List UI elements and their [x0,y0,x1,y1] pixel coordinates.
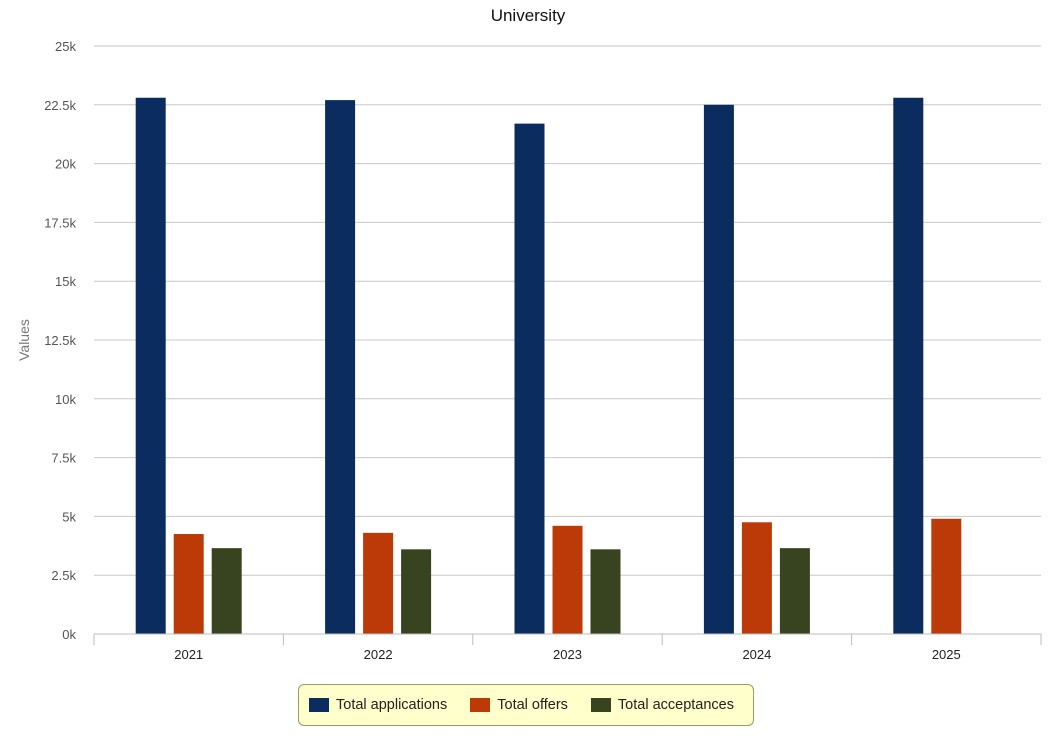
legend-label: Total applications [336,697,448,713]
bar-total-offers[interactable] [173,534,204,634]
x-tick-label: 2024 [742,647,771,662]
legend-item[interactable]: Total applications [309,697,447,713]
bar-total-offers[interactable] [741,522,772,634]
y-tick-label: 10k [55,392,76,407]
bar-total-offers[interactable] [552,525,583,634]
y-tick-label: 2.5k [51,568,76,583]
legend-item[interactable]: Total acceptances [590,697,734,713]
x-tick-label: 2023 [553,647,582,662]
bar-total-applications[interactable] [514,123,545,634]
bar-total-offers[interactable] [931,518,962,634]
chart-title: University [491,6,566,25]
y-tick-label: 5k [62,509,76,524]
x-tick-label: 2025 [932,647,961,662]
axes: 0k 2.5k 5k 7.5k 10k 12.5k 15k 17.5k 20k 22.5k 25k 2… [44,39,1042,662]
bar-total-acceptances[interactable] [779,548,810,634]
bar-total-applications[interactable] [325,100,356,634]
bar-total-applications[interactable] [703,104,734,635]
bars [135,97,962,635]
y-tick-label: 25k [55,39,76,54]
legend-label: Total acceptances [617,697,734,713]
legend: Total applications Total offers Total acce… [298,684,754,726]
legend-item[interactable]: Total offers [470,697,568,713]
legend-swatch [309,698,329,712]
legend-swatch [470,698,491,712]
bar-total-applications[interactable] [135,97,166,634]
bar-total-acceptances[interactable] [590,549,621,634]
x-tick-label: 2021 [174,647,203,662]
bar-chart: University Values 0k 2.5k 5k 7.5k 10k 12.5k 15… [16,6,1042,662]
y-tick-label: 22.5k [44,98,76,113]
y-tick-label: 20k [55,157,76,172]
y-axis-title: Values [16,319,32,361]
bar-total-acceptances[interactable] [401,549,432,634]
bar-total-offers[interactable] [363,532,394,634]
y-tick-label: 0k [62,627,76,642]
legend-swatch [590,698,611,712]
legend-label: Total offers [497,697,568,713]
bar-total-applications[interactable] [893,97,924,634]
y-tick-label: 12.5k [44,333,76,348]
y-tick-label: 15k [55,274,76,289]
gridlines [94,45,1041,576]
y-tick-label: 7.5k [51,451,76,466]
bar-total-acceptances[interactable] [211,548,242,634]
x-tick-label: 2022 [364,647,393,662]
y-tick-label: 17.5k [44,215,76,230]
